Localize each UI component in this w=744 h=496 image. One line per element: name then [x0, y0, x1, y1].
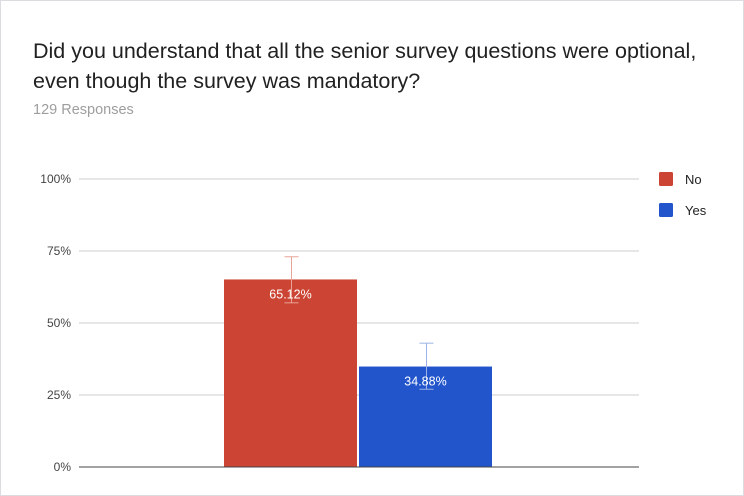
data-label: 65.12%: [269, 287, 311, 301]
bar-no: [224, 279, 357, 467]
legend-label-yes: Yes: [685, 203, 707, 218]
y-tick-label: 0%: [54, 460, 72, 474]
bar-yes: [359, 366, 492, 467]
data-label: 34.88%: [404, 375, 446, 389]
y-tick-label: 100%: [40, 172, 71, 186]
chart-title: Did you understand that all the senior s…: [33, 39, 697, 93]
legend-swatch-no: [659, 172, 673, 186]
legend-swatch-yes: [659, 203, 673, 217]
response-count: 129 Responses: [33, 102, 134, 118]
y-tick-label: 75%: [47, 244, 71, 258]
y-tick-label: 25%: [47, 388, 71, 402]
legend-label-no: No: [685, 172, 702, 187]
y-tick-label: 50%: [47, 316, 71, 330]
